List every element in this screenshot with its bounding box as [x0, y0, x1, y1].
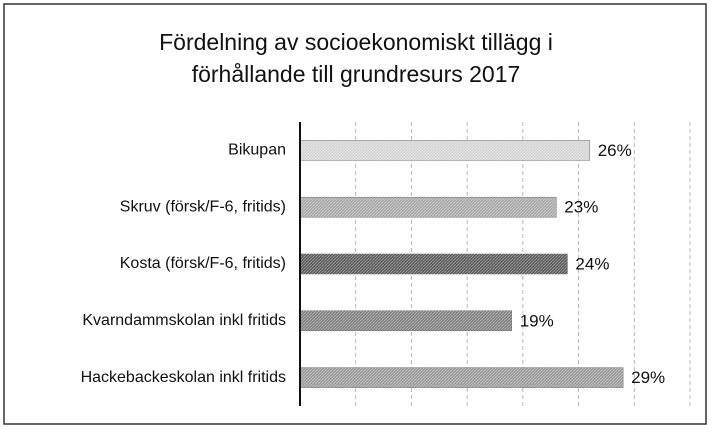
bar-texture: [300, 197, 557, 218]
bar-texture: [300, 254, 568, 274]
bar-texture: [300, 140, 590, 161]
y-tick-label: Kosta (försk/F-6, fritids): [120, 255, 286, 272]
bar-texture: [300, 367, 624, 388]
data-label: 26%: [598, 141, 632, 160]
data-label: 29%: [631, 368, 665, 387]
bar-texture: [300, 310, 512, 331]
y-tick-label: Kvarndammskolan inkl fritids: [82, 312, 286, 329]
chart-title: förhållande till grundresurs 2017: [192, 61, 521, 87]
chart-title: Fördelning av socioekonomiskt tillägg i: [159, 29, 553, 55]
data-label: 23%: [564, 198, 598, 217]
y-tick-label: Skruv (försk/F-6, fritids): [120, 198, 286, 215]
data-label: 24%: [575, 254, 609, 273]
y-tick-label: Hackebackeskolan inkl fritids: [81, 369, 286, 386]
data-label: 19%: [520, 311, 554, 330]
y-tick-label: Bikupan: [228, 142, 286, 159]
